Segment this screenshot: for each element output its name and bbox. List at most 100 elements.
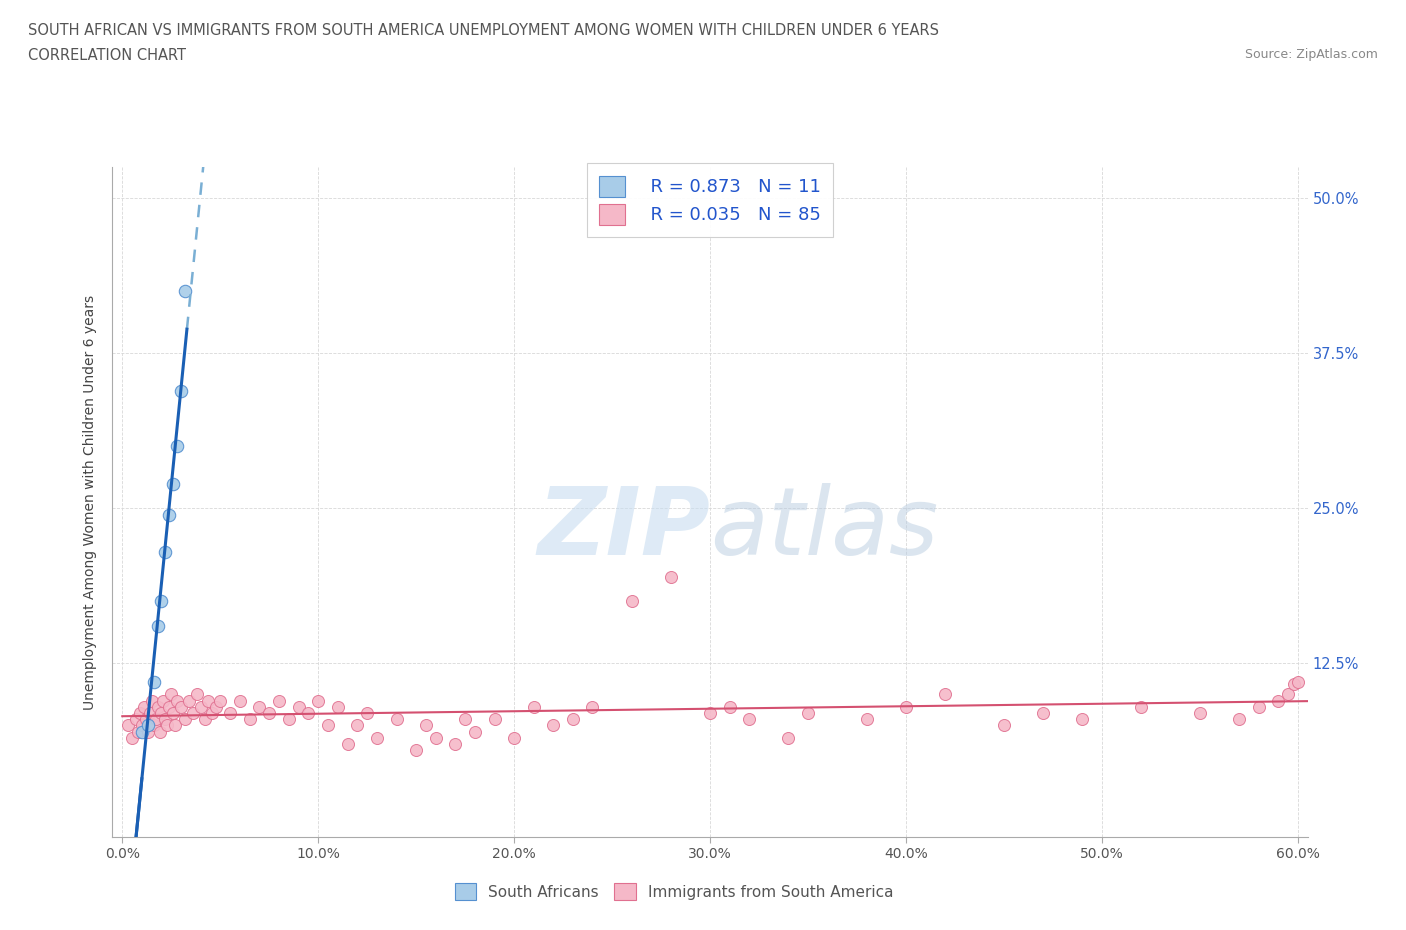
Point xyxy=(543,718,565,733)
Point xyxy=(142,718,165,733)
Point xyxy=(797,706,820,721)
Point xyxy=(174,284,197,299)
Point xyxy=(229,693,252,708)
Point xyxy=(145,711,167,726)
Point xyxy=(201,706,224,721)
Point xyxy=(581,699,603,714)
Point xyxy=(136,718,159,733)
Point xyxy=(444,737,467,751)
Point xyxy=(131,724,153,739)
Point xyxy=(152,693,174,708)
Point xyxy=(1282,677,1305,692)
Point xyxy=(620,594,643,609)
Point xyxy=(138,706,160,721)
Point xyxy=(659,569,682,584)
Point xyxy=(523,699,546,714)
Point xyxy=(561,711,583,726)
Point xyxy=(177,693,200,708)
Point xyxy=(415,718,437,733)
Point xyxy=(166,439,188,454)
Point xyxy=(1130,699,1153,714)
Point xyxy=(162,706,184,721)
Text: SOUTH AFRICAN VS IMMIGRANTS FROM SOUTH AMERICA UNEMPLOYMENT AMONG WOMEN WITH CHI: SOUTH AFRICAN VS IMMIGRANTS FROM SOUTH A… xyxy=(28,23,939,38)
Point xyxy=(150,706,173,721)
Point xyxy=(136,724,159,739)
Point xyxy=(356,706,378,721)
Point xyxy=(142,674,165,689)
Point xyxy=(141,693,163,708)
Point xyxy=(135,711,157,726)
Point xyxy=(405,743,427,758)
Point xyxy=(778,730,800,745)
Point xyxy=(1188,706,1211,721)
Point xyxy=(425,730,447,745)
Point xyxy=(209,693,232,708)
Text: atlas: atlas xyxy=(710,484,938,575)
Point xyxy=(257,706,280,721)
Point xyxy=(484,711,506,726)
Point xyxy=(146,699,169,714)
Point xyxy=(193,711,215,726)
Point xyxy=(125,711,148,726)
Point xyxy=(156,718,179,733)
Point xyxy=(160,687,183,702)
Point xyxy=(132,699,155,714)
Point xyxy=(503,730,526,745)
Text: CORRELATION CHART: CORRELATION CHART xyxy=(28,48,186,63)
Point xyxy=(146,618,169,633)
Point xyxy=(287,699,309,714)
Point xyxy=(366,730,388,745)
Point xyxy=(205,699,228,714)
Point xyxy=(117,718,139,733)
Point xyxy=(855,711,877,726)
Point xyxy=(186,687,208,702)
Point xyxy=(346,718,368,733)
Point xyxy=(174,711,197,726)
Point xyxy=(993,718,1015,733)
Point xyxy=(1247,699,1270,714)
Point xyxy=(454,711,477,726)
Point xyxy=(157,507,180,522)
Point xyxy=(1032,706,1054,721)
Point xyxy=(385,711,408,726)
Point xyxy=(1286,674,1309,689)
Point xyxy=(738,711,761,726)
Point xyxy=(121,730,143,745)
Point xyxy=(219,706,242,721)
Point xyxy=(1071,711,1094,726)
Point xyxy=(148,724,170,739)
Point xyxy=(181,706,204,721)
Point xyxy=(166,693,188,708)
Point xyxy=(316,718,339,733)
Point xyxy=(239,711,262,726)
Point xyxy=(1267,693,1289,708)
Point xyxy=(165,718,187,733)
Point xyxy=(157,699,180,714)
Point xyxy=(267,693,290,708)
Text: ZIP: ZIP xyxy=(537,483,710,575)
Point xyxy=(336,737,359,751)
Point xyxy=(1227,711,1250,726)
Y-axis label: Unemployment Among Women with Children Under 6 years: Unemployment Among Women with Children U… xyxy=(83,295,97,710)
Point xyxy=(1277,687,1299,702)
Point xyxy=(277,711,299,726)
Point xyxy=(131,718,153,733)
Point xyxy=(155,544,177,559)
Point xyxy=(307,693,329,708)
Point xyxy=(197,693,219,708)
Legend: South Africans, Immigrants from South America: South Africans, Immigrants from South Am… xyxy=(449,876,900,907)
Point xyxy=(162,476,184,491)
Point xyxy=(170,383,193,398)
Point xyxy=(894,699,917,714)
Point xyxy=(127,724,149,739)
Point xyxy=(718,699,741,714)
Point xyxy=(155,711,177,726)
Point xyxy=(190,699,212,714)
Point xyxy=(170,699,193,714)
Point xyxy=(249,699,271,714)
Point xyxy=(297,706,319,721)
Text: Source: ZipAtlas.com: Source: ZipAtlas.com xyxy=(1244,48,1378,61)
Point xyxy=(934,687,956,702)
Point xyxy=(326,699,349,714)
Point xyxy=(150,594,173,609)
